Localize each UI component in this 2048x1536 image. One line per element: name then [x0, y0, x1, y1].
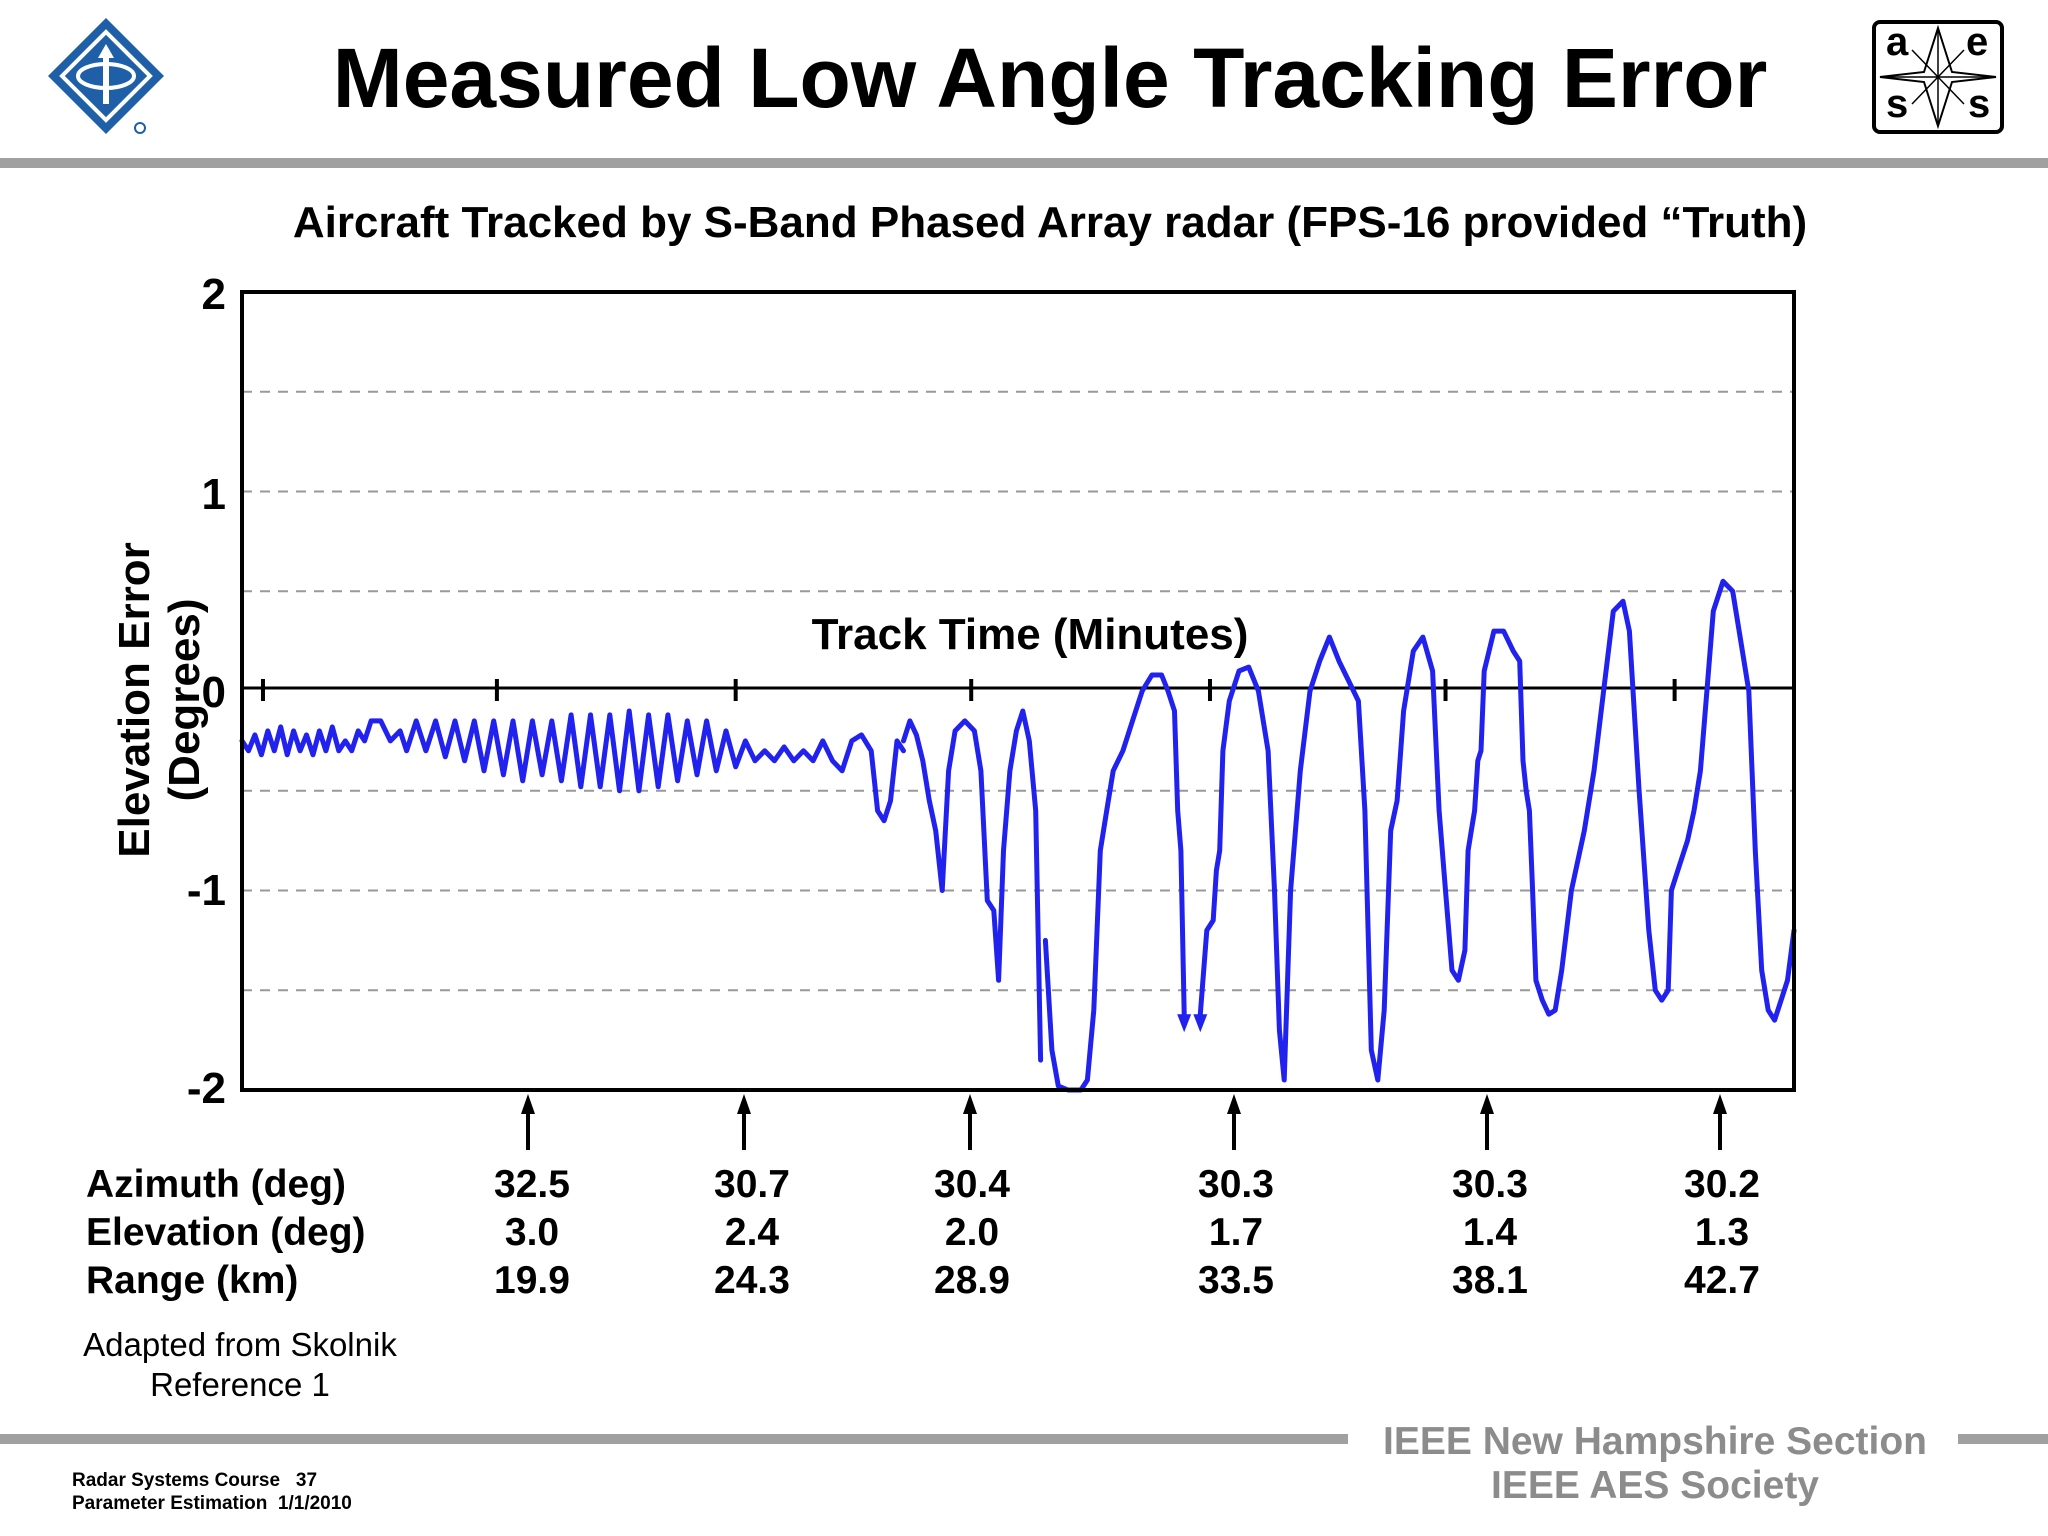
y-tick-label: 0 — [201, 668, 226, 717]
range-value: 19.9 — [494, 1259, 570, 1302]
aess-logo-icon: a e s s — [1872, 20, 2004, 134]
ieee-diamond-logo-icon — [44, 14, 172, 142]
range-value: 24.3 — [714, 1259, 790, 1302]
logo-letter-e: e — [1966, 20, 1989, 64]
azimuth-value: 30.4 — [934, 1163, 1010, 1206]
footer-topic: Parameter Estimation 1/1/2010 — [72, 1493, 352, 1514]
y-tick-label: -1 — [186, 866, 226, 915]
range-value: 38.1 — [1452, 1259, 1528, 1302]
error-trace-segment — [1197, 578, 1797, 1083]
logo-letter-a: a — [1886, 20, 1909, 64]
trace-arrowheads — [1177, 1014, 1208, 1033]
footer-rule-left — [0, 1434, 1348, 1444]
azimuth-value: 30.7 — [714, 1163, 790, 1206]
error-trace-segment — [1042, 672, 1187, 1093]
azimuth-value: 30.3 — [1452, 1163, 1528, 1206]
x-axis-label: Track Time (Minutes) — [760, 610, 1300, 660]
range-value: 28.9 — [934, 1259, 1010, 1302]
marker-arrows — [521, 1094, 1727, 1150]
marker-arrowhead — [963, 1094, 977, 1114]
elevation-value: 3.0 — [504, 1211, 560, 1254]
range-value: 33.5 — [1198, 1259, 1274, 1302]
y-tick-label: 1 — [201, 470, 226, 519]
marker-arrowhead — [521, 1094, 535, 1114]
chart-title: Aircraft Tracked by S-Band Phased Array … — [292, 198, 1808, 247]
footer-course: Radar Systems Course 37 — [72, 1470, 318, 1491]
error-trace-segment — [239, 708, 906, 824]
elevation-value: 2.0 — [944, 1211, 1000, 1254]
range-value: 42.7 — [1684, 1259, 1760, 1302]
logo-letter-s-right: s — [1968, 82, 1991, 126]
grid-lines — [242, 390, 1794, 992]
elevation-row-label: Elevation (deg) — [86, 1211, 366, 1254]
org-line-1: IEEE New Hampshire Section — [1382, 1420, 1927, 1463]
source-line-1: Adapted from Skolnik — [83, 1326, 397, 1363]
azimuth-value: 30.3 — [1198, 1163, 1274, 1206]
elevation-value: 2.4 — [724, 1211, 780, 1254]
azimuth-value: 32.5 — [494, 1163, 570, 1206]
marker-arrowhead — [737, 1094, 751, 1114]
trace-arrowhead — [1177, 1014, 1192, 1033]
elevation-value: 1.4 — [1462, 1211, 1518, 1254]
org-line-2: IEEE AES Society — [1490, 1464, 1819, 1507]
footer-rule-right — [1958, 1434, 2048, 1444]
header-rule — [0, 158, 2048, 168]
marker-arrowhead — [1227, 1094, 1241, 1114]
y-tick-label: -2 — [186, 1064, 226, 1113]
y-tick-label: 2 — [201, 270, 226, 319]
elevation-value: 1.7 — [1208, 1211, 1264, 1254]
elevation-value: 1.3 — [1694, 1211, 1750, 1254]
trace-arrowhead — [1193, 1014, 1208, 1033]
slide-title: Measured Low Angle Tracking Error — [332, 31, 1768, 125]
azimuth-value: 30.2 — [1684, 1163, 1760, 1206]
plot-frame — [240, 290, 1796, 1092]
error-trace-segment — [901, 708, 1044, 1063]
source-line-2: Reference 1 — [150, 1366, 330, 1403]
marker-arrowhead — [1480, 1094, 1494, 1114]
logo-letter-s-left: s — [1886, 82, 1909, 126]
source-note: Adapted from Skolnik Reference 1 — [60, 1325, 420, 1405]
marker-arrowhead — [1713, 1094, 1727, 1114]
zero-axis-ticks — [260, 679, 1677, 701]
azimuth-row-label: Azimuth (deg) — [86, 1163, 346, 1206]
range-row-label: Range (km) — [86, 1259, 299, 1302]
